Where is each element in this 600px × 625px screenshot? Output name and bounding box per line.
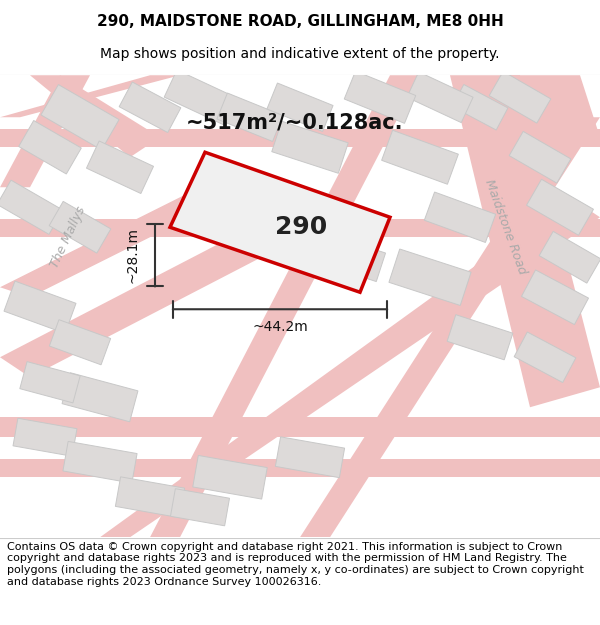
Polygon shape bbox=[4, 281, 76, 333]
Polygon shape bbox=[489, 71, 551, 123]
Polygon shape bbox=[389, 249, 471, 306]
Polygon shape bbox=[0, 75, 90, 188]
Polygon shape bbox=[407, 72, 473, 122]
Polygon shape bbox=[41, 84, 119, 150]
Polygon shape bbox=[539, 231, 600, 283]
Polygon shape bbox=[0, 75, 180, 118]
Polygon shape bbox=[344, 71, 416, 123]
Polygon shape bbox=[20, 362, 80, 403]
Polygon shape bbox=[275, 437, 344, 478]
Polygon shape bbox=[30, 75, 160, 158]
Polygon shape bbox=[0, 217, 300, 378]
Polygon shape bbox=[0, 418, 600, 437]
Polygon shape bbox=[193, 456, 267, 499]
Polygon shape bbox=[0, 180, 63, 234]
Polygon shape bbox=[509, 131, 571, 183]
Polygon shape bbox=[521, 270, 589, 324]
Polygon shape bbox=[235, 173, 305, 221]
Polygon shape bbox=[382, 130, 458, 184]
Polygon shape bbox=[49, 201, 111, 253]
Polygon shape bbox=[86, 141, 154, 194]
Polygon shape bbox=[527, 179, 593, 235]
Text: ~44.2m: ~44.2m bbox=[252, 320, 308, 334]
Polygon shape bbox=[510, 75, 600, 158]
Polygon shape bbox=[314, 233, 386, 281]
Polygon shape bbox=[49, 320, 110, 365]
Text: ~517m²/~0.128ac.: ~517m²/~0.128ac. bbox=[186, 112, 404, 132]
Polygon shape bbox=[450, 75, 600, 408]
Polygon shape bbox=[452, 84, 508, 130]
Text: The Mallys: The Mallys bbox=[48, 204, 88, 270]
Polygon shape bbox=[119, 82, 181, 132]
Polygon shape bbox=[164, 70, 236, 124]
Text: 290, MAIDSTONE ROAD, GILLINGHAM, ME8 0HH: 290, MAIDSTONE ROAD, GILLINGHAM, ME8 0HH bbox=[97, 14, 503, 29]
Text: Contains OS data © Crown copyright and database right 2021. This information is : Contains OS data © Crown copyright and d… bbox=[7, 542, 584, 587]
Polygon shape bbox=[100, 198, 600, 538]
Polygon shape bbox=[0, 188, 230, 298]
Polygon shape bbox=[300, 118, 600, 538]
Polygon shape bbox=[0, 459, 600, 478]
Polygon shape bbox=[272, 121, 348, 173]
Polygon shape bbox=[150, 75, 420, 538]
Polygon shape bbox=[170, 152, 390, 292]
Polygon shape bbox=[514, 332, 576, 382]
Polygon shape bbox=[170, 489, 230, 526]
Polygon shape bbox=[217, 93, 283, 141]
Text: 290: 290 bbox=[275, 215, 328, 239]
Text: Map shows position and indicative extent of the property.: Map shows position and indicative extent… bbox=[100, 47, 500, 61]
Polygon shape bbox=[115, 477, 185, 518]
Polygon shape bbox=[0, 219, 600, 238]
Polygon shape bbox=[267, 83, 333, 131]
Polygon shape bbox=[447, 314, 513, 360]
Polygon shape bbox=[0, 129, 600, 148]
Polygon shape bbox=[13, 418, 77, 456]
Polygon shape bbox=[62, 372, 138, 422]
Polygon shape bbox=[424, 192, 496, 242]
Polygon shape bbox=[63, 441, 137, 483]
Text: Maidstone Road: Maidstone Road bbox=[482, 178, 528, 276]
Polygon shape bbox=[19, 121, 82, 174]
Text: ~28.1m: ~28.1m bbox=[126, 228, 140, 283]
